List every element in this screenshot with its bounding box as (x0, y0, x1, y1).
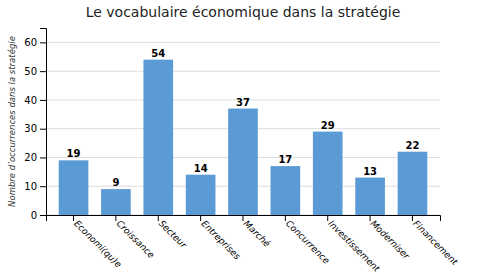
axis-line (40, 29, 47, 216)
tick-mark (158, 215, 159, 221)
tick-label: 20 (24, 152, 37, 163)
bar (271, 166, 301, 215)
x-axis: Economi(qu)eCroissanceSecteurEntreprises… (47, 215, 460, 274)
tick-mark (243, 215, 244, 221)
data-label: 22 (406, 140, 420, 151)
bar (186, 175, 216, 215)
tick-label: Moderniser (369, 218, 413, 262)
tick-label: Marché (242, 218, 273, 249)
data-label: 14 (194, 163, 208, 174)
title: Le vocabulaire économique dans la straté… (86, 4, 401, 20)
tick: Entreprises (199, 215, 242, 262)
tick-label: 60 (24, 37, 37, 48)
tick-label: 30 (24, 123, 37, 134)
tick-mark (40, 71, 46, 72)
data-label: 13 (363, 166, 377, 177)
tick-label: 50 (24, 66, 37, 77)
tick-mark (73, 215, 74, 221)
tick: Concurrence (284, 215, 332, 266)
tick-mark (115, 215, 116, 221)
tick-label: Concurrence (284, 218, 332, 266)
tick-mark (285, 215, 286, 221)
tick: 60 (24, 37, 46, 48)
tick-mark (412, 215, 413, 221)
bar (313, 132, 343, 215)
tick: Marché (242, 215, 273, 249)
tick: Moderniser (369, 215, 413, 262)
tick-label: 0 (31, 210, 37, 221)
bar (398, 152, 428, 215)
tick-mark (327, 215, 328, 221)
data-label: 9 (112, 177, 119, 188)
bar (355, 178, 385, 215)
tick-mark (40, 215, 46, 216)
tick-mark (40, 100, 46, 101)
tick: 0 (31, 210, 46, 221)
data-label: 37 (236, 97, 250, 108)
tick-mark (40, 186, 46, 187)
chart: 0102030405060Economi(qu)eCroissanceSecte… (0, 0, 492, 277)
tick-mark (40, 129, 46, 130)
tick-label: Secteur (157, 218, 190, 251)
bar (59, 160, 89, 215)
tick: Secteur (157, 215, 190, 251)
tick: 50 (24, 66, 46, 77)
bars (59, 60, 428, 215)
axis-line (47, 216, 441, 222)
tick-label: Financement (411, 218, 460, 267)
tick: Croissance (114, 215, 156, 260)
y-axis-title: Nombre d’occurrences dans la stratégie (7, 36, 17, 207)
tick: 30 (24, 123, 46, 134)
tick: 10 (24, 181, 46, 192)
data-label: 17 (278, 154, 292, 165)
grid (46, 42, 440, 215)
data-label: 29 (321, 120, 335, 131)
y-axis: 0 10 20 30 40 50 60 (24, 29, 46, 221)
tick: 40 (24, 95, 46, 106)
tick-mark (40, 42, 46, 43)
bar (101, 189, 131, 215)
grid-line (46, 71, 440, 72)
bar (143, 60, 173, 215)
data-label: 19 (67, 148, 81, 159)
bar (228, 109, 258, 215)
tick: 20 (24, 152, 46, 163)
grid-line (46, 42, 440, 43)
plot: 0102030405060Economi(qu)eCroissanceSecte… (24, 29, 460, 275)
tick-label: Croissance (114, 218, 156, 260)
tick: Financement (411, 215, 460, 267)
tick-label: 10 (24, 181, 37, 192)
tick-label: Entreprises (199, 218, 242, 261)
data-label: 54 (151, 48, 165, 59)
data-labels: 19 9 54 14 37 17 29 13 22 (67, 48, 420, 188)
tick-mark (370, 215, 371, 221)
tick-label: 40 (24, 95, 37, 106)
tick-mark (40, 157, 46, 158)
tick-mark (200, 215, 201, 221)
